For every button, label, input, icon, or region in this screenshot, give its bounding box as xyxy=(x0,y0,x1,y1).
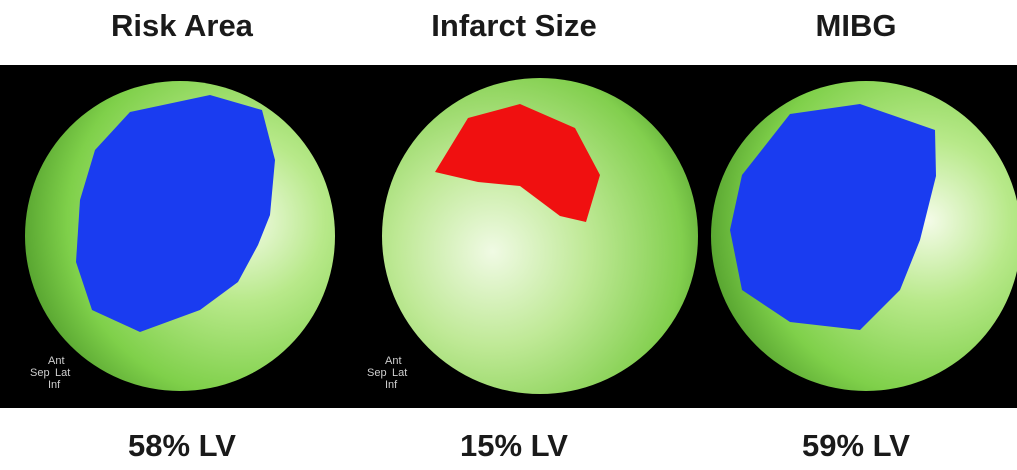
figure: Risk Area Infarct Size MIBG Ant Sep Lat … xyxy=(0,0,1017,470)
panel-title: MIBG xyxy=(816,8,897,43)
orient-label: Sep xyxy=(367,367,387,379)
panel-title: Infarct Size xyxy=(431,8,596,43)
orient-label: Sep xyxy=(30,367,50,379)
orient-label: Inf xyxy=(48,379,61,391)
orient-label: Ant xyxy=(385,355,402,367)
panel-value: 58% LV xyxy=(128,428,236,463)
panel-value: 59% LV xyxy=(802,428,910,463)
orient-label: Lat xyxy=(392,367,407,379)
orient-label: Lat xyxy=(55,367,70,379)
panel-title: Risk Area xyxy=(111,8,254,43)
panel-value: 15% LV xyxy=(460,428,568,463)
orient-label: Inf xyxy=(385,379,398,391)
orient-label: Ant xyxy=(48,355,65,367)
